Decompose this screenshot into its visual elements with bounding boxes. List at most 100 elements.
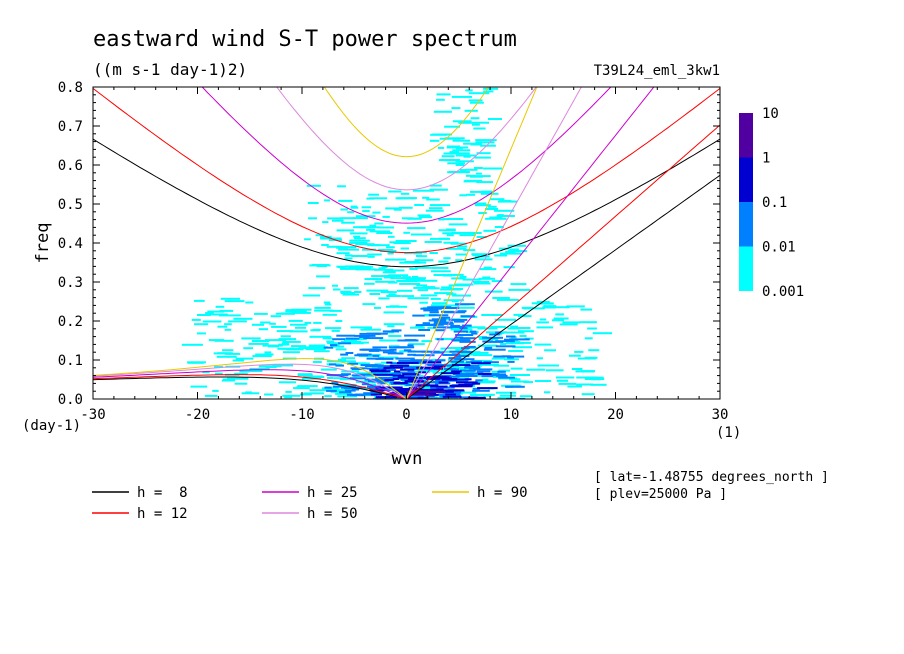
power-cell xyxy=(278,381,297,384)
pressure-annotation: [ plev=25000 Pa ] xyxy=(594,487,727,502)
power-cell xyxy=(475,139,497,142)
power-cell xyxy=(416,366,435,369)
power-cell xyxy=(327,217,343,220)
power-cell xyxy=(408,376,427,379)
x-tick-label: 20 xyxy=(607,407,624,423)
power-cell xyxy=(508,288,531,291)
power-cell xyxy=(451,95,472,98)
power-cell xyxy=(551,319,564,322)
power-cell xyxy=(224,300,245,303)
power-cell xyxy=(371,364,384,367)
power-cell xyxy=(382,330,399,333)
power-cell xyxy=(414,204,425,206)
power-cell xyxy=(526,368,546,371)
power-cell xyxy=(382,351,397,354)
power-cell xyxy=(468,396,486,399)
axis-ticks: -30 -20 -10 0 10 20 30 0.0 0.1 0.2 0.3 0.4 0.5 0.6 0.7… xyxy=(58,80,729,423)
power-cell xyxy=(368,193,379,196)
power-cell xyxy=(442,232,461,235)
power-cell xyxy=(416,279,438,282)
power-cell xyxy=(251,340,270,342)
power-cell xyxy=(368,268,376,271)
power-cell xyxy=(423,309,439,312)
power-cell xyxy=(361,383,369,386)
power-cell xyxy=(313,321,322,324)
power-cell xyxy=(224,352,241,355)
power-cell xyxy=(466,193,476,196)
kelvin-line-h90 xyxy=(406,87,538,399)
power-cell xyxy=(341,357,355,360)
power-cell xyxy=(519,335,527,337)
power-cell xyxy=(433,365,446,368)
power-cell xyxy=(422,361,442,364)
power-cell xyxy=(351,374,365,377)
power-cell xyxy=(507,360,515,363)
power-cell xyxy=(378,356,399,359)
power-cell xyxy=(372,354,380,357)
power-cell xyxy=(410,326,425,329)
power-cell xyxy=(392,378,399,380)
power-cell xyxy=(408,197,417,200)
power-cell xyxy=(584,337,593,340)
power-cell xyxy=(347,211,355,214)
power-cell xyxy=(386,246,395,249)
power-cell xyxy=(484,347,491,350)
power-cell xyxy=(410,217,420,220)
power-cell xyxy=(428,314,449,317)
power-cell xyxy=(495,331,502,334)
power-cell xyxy=(384,366,403,369)
power-cell xyxy=(205,312,214,315)
power-cell xyxy=(291,345,307,348)
power-cell xyxy=(375,386,386,389)
power-cell xyxy=(432,302,448,305)
power-cell xyxy=(264,393,274,396)
power-cell xyxy=(477,344,498,347)
power-cell xyxy=(494,318,516,321)
power-cell xyxy=(433,326,449,329)
power-cell xyxy=(446,293,457,296)
power-cell xyxy=(448,284,470,287)
power-cell xyxy=(433,274,456,276)
power-cell xyxy=(435,329,446,332)
power-cell xyxy=(451,353,461,356)
power-cell xyxy=(580,308,593,311)
power-cell xyxy=(234,372,248,375)
power-cell xyxy=(337,395,357,398)
power-cell xyxy=(394,346,415,349)
power-cell xyxy=(432,375,452,377)
power-cell xyxy=(447,273,464,276)
power-cell xyxy=(344,389,356,392)
power-cell xyxy=(415,266,436,269)
power-cell xyxy=(424,241,442,243)
x-tick-label: 0 xyxy=(402,407,410,423)
power-cell xyxy=(262,344,283,347)
power-cell xyxy=(407,390,416,393)
power-cell xyxy=(437,218,445,221)
power-cell xyxy=(431,270,451,273)
power-cell xyxy=(450,326,466,328)
power-cell xyxy=(475,379,483,382)
power-cell xyxy=(506,335,516,338)
power-cell xyxy=(316,275,330,278)
power-cell xyxy=(337,358,346,361)
power-cell xyxy=(224,328,232,331)
power-cell xyxy=(403,349,412,352)
power-cell xyxy=(577,357,596,360)
power-cell xyxy=(413,286,426,289)
power-cell xyxy=(278,343,290,346)
power-cell xyxy=(472,366,481,369)
power-cell xyxy=(400,247,409,250)
power-cell xyxy=(374,363,382,366)
power-cell xyxy=(448,223,468,226)
power-cell xyxy=(462,278,481,281)
rossby-curve-h25 xyxy=(93,369,407,399)
power-cell xyxy=(472,123,480,126)
power-cell xyxy=(414,252,422,255)
power-cell xyxy=(442,218,450,221)
power-cell xyxy=(352,217,368,220)
power-cell xyxy=(297,374,313,377)
power-cell xyxy=(414,381,435,384)
power-cell xyxy=(332,382,339,385)
power-cell xyxy=(202,371,210,374)
power-cell xyxy=(387,368,397,371)
